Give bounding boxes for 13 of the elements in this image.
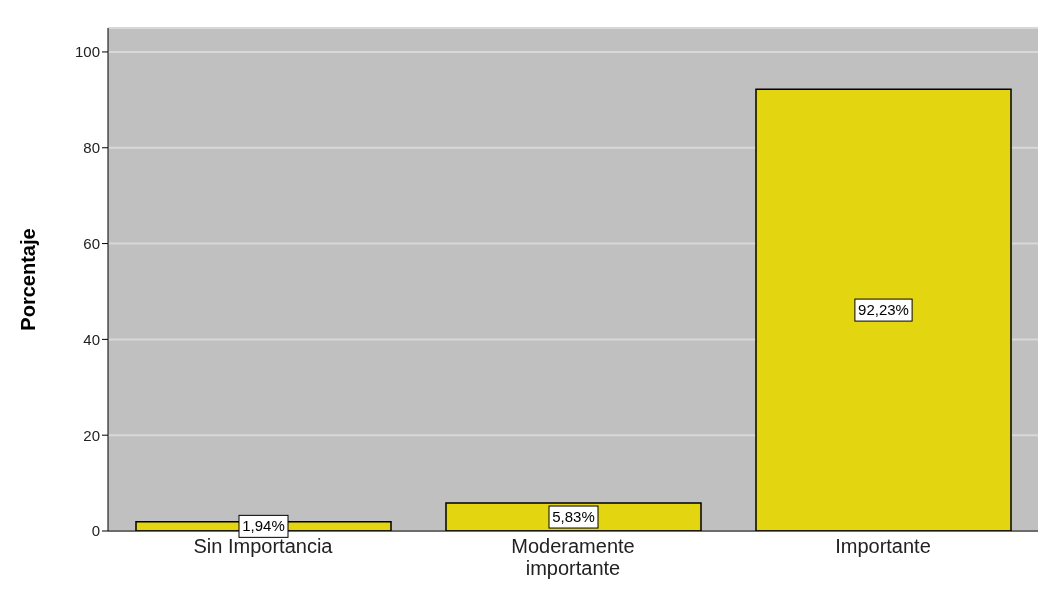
x-tick-label: Sin Importancia: [193, 535, 334, 557]
data-label: 1,94%: [242, 517, 285, 535]
y-tick-label: 40: [83, 330, 100, 348]
y-tick-label: 100: [74, 43, 100, 61]
y-tick-label: 0: [91, 522, 100, 540]
x-tick-label: Importante: [835, 535, 931, 557]
data-label: 92,23%: [858, 301, 909, 319]
data-label: 5,83%: [552, 508, 595, 526]
y-tick-label: 80: [83, 139, 100, 157]
y-tick-label: 20: [83, 426, 100, 444]
y-axis-title: Porcentaje: [17, 228, 40, 331]
x-tick-label: Moderamente importante: [511, 535, 635, 579]
y-tick-label: 60: [83, 234, 100, 252]
